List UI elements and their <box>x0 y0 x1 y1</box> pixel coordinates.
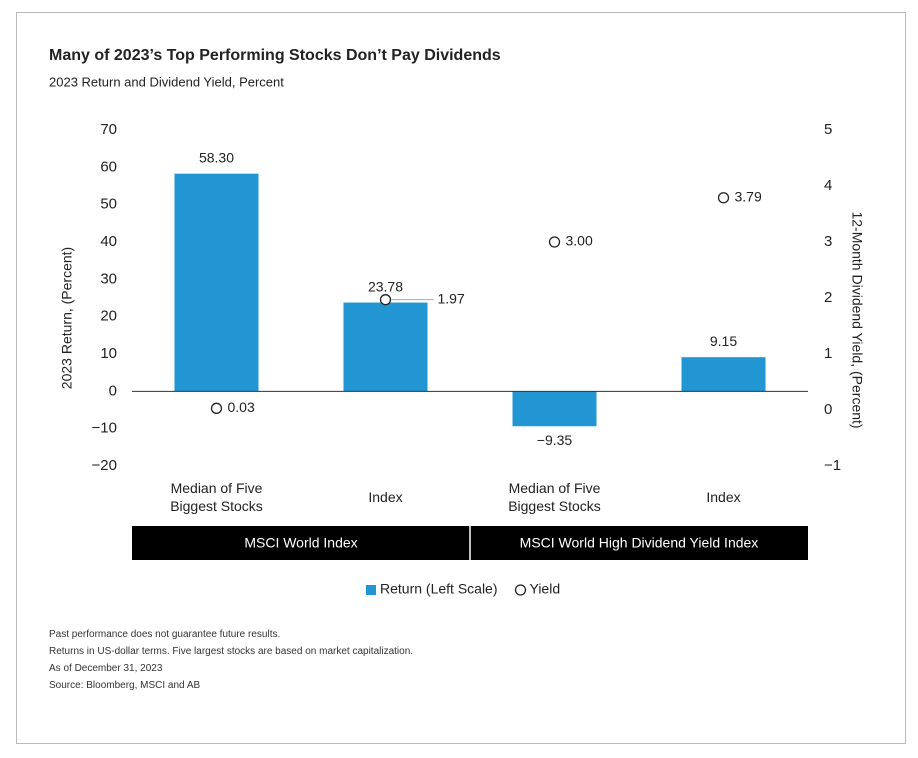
y2-tick-label: 5 <box>824 121 832 138</box>
yield-value-label: 3.00 <box>566 233 593 249</box>
bar-value-label: −9.35 <box>537 432 573 448</box>
x-tick-label: Index <box>706 489 741 505</box>
group-label: MSCI World Index <box>244 535 357 551</box>
group-band <box>132 526 470 560</box>
y-tick-label: 10 <box>100 345 117 362</box>
yield-value-label: 1.97 <box>438 290 465 306</box>
y2-tick-label: 3 <box>824 233 832 250</box>
yield-marker <box>717 192 730 204</box>
yield-marker <box>548 236 561 248</box>
chart-subtitle: 2023 Return and Dividend Yield, Percent <box>49 74 284 89</box>
group-band <box>470 526 808 560</box>
footnote: Past performance does not guarantee futu… <box>49 629 281 640</box>
y2-tick-label: 2 <box>824 289 832 306</box>
footnote: As of December 31, 2023 <box>49 663 163 674</box>
legend-label: Return (Left Scale) <box>380 581 498 597</box>
yield-marker <box>210 402 223 414</box>
y-tick-label: 20 <box>100 308 117 325</box>
y-tick-label: 0 <box>109 382 117 399</box>
y2-axis-title: 12-Month Dividend Yield, (Percent) <box>849 211 865 428</box>
y-tick-label: −10 <box>92 420 117 437</box>
yield-marker <box>379 294 392 306</box>
bar <box>343 302 428 392</box>
bar <box>681 357 766 392</box>
yield-value-label: 3.79 <box>735 188 762 204</box>
x-tick-label: Median of Five Biggest Stocks <box>170 480 263 514</box>
y2-tick-label: 1 <box>824 345 832 362</box>
legend-swatch <box>366 585 376 595</box>
legend-label: Yield <box>530 581 561 597</box>
y-tick-label: 70 <box>100 121 117 138</box>
y-tick-label: 60 <box>100 158 117 175</box>
chart-title: Many of 2023’s Top Performing Stocks Don… <box>49 47 501 64</box>
legend-swatch <box>514 584 527 596</box>
x-tick-label: Median of Five Biggest Stocks <box>508 480 601 514</box>
bar <box>174 173 259 392</box>
yield-value-label: 0.03 <box>228 399 255 415</box>
footnote: Source: Bloomberg, MSCI and AB <box>49 680 201 691</box>
footnote: Returns in US-dollar terms. Five largest… <box>49 646 414 657</box>
bar-value-label: 58.30 <box>199 149 234 165</box>
y-tick-label: 50 <box>100 196 117 213</box>
x-tick-label: Index <box>368 489 403 505</box>
group-label: MSCI World High Dividend Yield Index <box>520 535 759 551</box>
bar-value-label: 23.78 <box>368 278 403 294</box>
y2-tick-label: 0 <box>824 401 832 418</box>
bar-value-label: 9.15 <box>710 333 737 349</box>
y2-tick-label: 4 <box>824 177 832 194</box>
frame <box>16 12 906 744</box>
y-tick-label: 30 <box>100 270 117 287</box>
bar <box>512 391 597 427</box>
y-tick-label: −20 <box>92 457 117 474</box>
y-axis-title: 2023 Return, (Percent) <box>59 247 75 389</box>
y2-tick-label: −1 <box>824 457 841 474</box>
y-tick-label: 40 <box>100 233 117 250</box>
